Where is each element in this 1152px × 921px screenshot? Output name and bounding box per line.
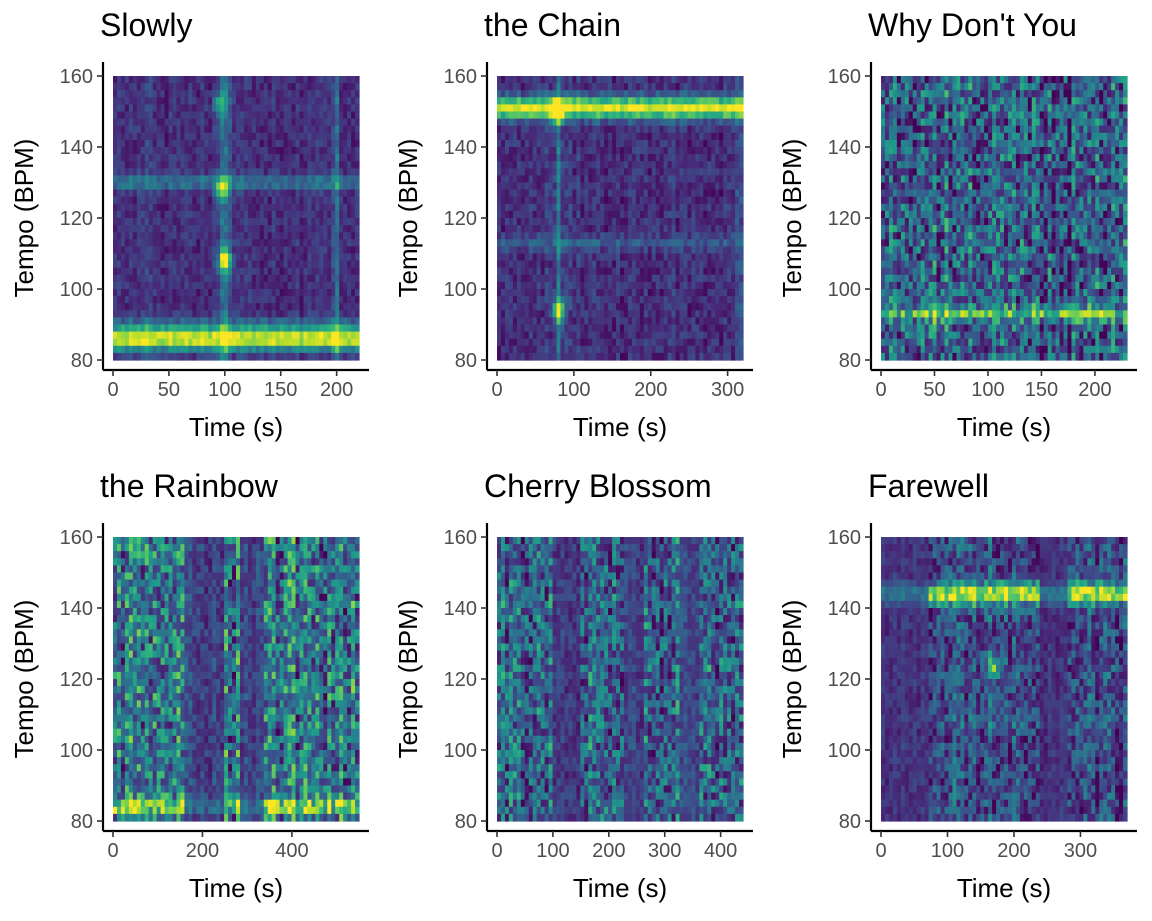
y-tick-label: 120 xyxy=(444,669,477,691)
y-tick-label: 140 xyxy=(60,137,93,159)
x-tick-label: 100 xyxy=(557,379,590,401)
y-tick-label: 140 xyxy=(60,598,93,620)
x-tick-label: 300 xyxy=(711,379,744,401)
y-tick-label: 80 xyxy=(71,350,93,372)
x-tick-label: 200 xyxy=(186,840,219,862)
y-tick-label: 120 xyxy=(60,208,93,230)
panel-5: 80 100 120 140 160 0 100 200 300 Farewell Time (s)… xyxy=(777,468,1137,903)
x-tick-label: 0 xyxy=(491,840,502,862)
y-tick-label: 140 xyxy=(828,598,861,620)
panel-title: Why Don't You xyxy=(868,7,1077,43)
panel-title: Farewell xyxy=(868,468,989,504)
x-axis-title: Time (s) xyxy=(573,412,667,442)
x-tick-label: 50 xyxy=(158,379,180,401)
y-tick-label: 160 xyxy=(60,527,93,549)
y-tick-label: 100 xyxy=(828,740,861,762)
y-tick-label: 120 xyxy=(60,669,93,691)
y-tick-label: 100 xyxy=(828,279,861,301)
panel-title: the Rainbow xyxy=(100,468,279,504)
y-axis-title: Tempo (BPM) xyxy=(393,600,423,759)
x-tick-label: 100 xyxy=(931,840,964,862)
x-tick-label: 150 xyxy=(1025,379,1058,401)
y-tick-label: 80 xyxy=(71,811,93,833)
y-tick-label: 80 xyxy=(839,811,861,833)
panel-1: 80 100 120 140 160 0 100 200 300 the Chain Time (s… xyxy=(393,7,753,442)
heatmap-1 xyxy=(497,76,744,361)
x-tick-label: 0 xyxy=(491,379,502,401)
panel-0: 80 100 120 140 160 0 50 100 150 200 Slowly Time (s)… xyxy=(9,7,369,442)
y-tick-label: 160 xyxy=(444,66,477,88)
y-tick-label: 100 xyxy=(444,740,477,762)
x-tick-label: 150 xyxy=(264,379,297,401)
x-tick-label: 200 xyxy=(592,840,625,862)
heatmap-3 xyxy=(113,537,360,822)
y-tick-label: 120 xyxy=(828,208,861,230)
y-tick-label: 80 xyxy=(455,350,477,372)
x-tick-label: 200 xyxy=(320,379,353,401)
x-tick-label: 400 xyxy=(704,840,737,862)
panel-title: Cherry Blossom xyxy=(484,468,712,504)
y-axis-title: Tempo (BPM) xyxy=(9,139,39,298)
x-tick-label: 50 xyxy=(923,379,945,401)
x-tick-label: 0 xyxy=(875,840,886,862)
y-tick-label: 140 xyxy=(444,598,477,620)
heatmap-5 xyxy=(881,537,1128,822)
x-tick-label: 300 xyxy=(1064,840,1097,862)
y-tick-label: 160 xyxy=(828,66,861,88)
y-tick-label: 80 xyxy=(455,811,477,833)
x-tick-label: 100 xyxy=(971,379,1004,401)
y-axis-title: Tempo (BPM) xyxy=(777,139,807,298)
y-axis-title: Tempo (BPM) xyxy=(393,139,423,298)
heatmap-0 xyxy=(113,76,360,361)
panel-title: the Chain xyxy=(484,7,621,43)
x-axis-title: Time (s) xyxy=(189,873,283,903)
x-tick-label: 0 xyxy=(875,379,886,401)
y-tick-label: 160 xyxy=(828,527,861,549)
x-tick-label: 100 xyxy=(536,840,569,862)
y-tick-label: 160 xyxy=(444,527,477,549)
y-tick-label: 80 xyxy=(839,350,861,372)
x-tick-label: 300 xyxy=(648,840,681,862)
y-tick-label: 100 xyxy=(60,740,93,762)
panel-title: Slowly xyxy=(100,7,192,43)
y-tick-label: 120 xyxy=(828,669,861,691)
heatmap-2 xyxy=(881,76,1128,361)
y-tick-label: 100 xyxy=(444,279,477,301)
x-tick-label: 200 xyxy=(634,379,667,401)
x-tick-label: 0 xyxy=(107,840,118,862)
heatmap-4 xyxy=(497,537,744,822)
x-axis-title: Time (s) xyxy=(189,412,283,442)
y-tick-label: 160 xyxy=(60,66,93,88)
panel-4: 80 100 120 140 160 0 100 200 300 400 Cherry Blosso… xyxy=(393,468,753,903)
x-tick-label: 0 xyxy=(107,379,118,401)
y-tick-label: 120 xyxy=(444,208,477,230)
y-tick-label: 100 xyxy=(60,279,93,301)
y-tick-label: 140 xyxy=(444,137,477,159)
panel-3: 80 100 120 140 160 0 200 400 the Rainbow Time (s)… xyxy=(9,468,369,903)
panel-2: 80 100 120 140 160 0 50 100 150 200 Why Don't You T… xyxy=(777,7,1137,442)
y-tick-label: 140 xyxy=(828,137,861,159)
y-axis-title: Tempo (BPM) xyxy=(9,600,39,759)
x-tick-label: 200 xyxy=(997,840,1030,862)
x-tick-label: 200 xyxy=(1078,379,1111,401)
x-tick-label: 100 xyxy=(208,379,241,401)
x-axis-title: Time (s) xyxy=(957,412,1051,442)
y-axis-title: Tempo (BPM) xyxy=(777,600,807,759)
x-axis-title: Time (s) xyxy=(957,873,1051,903)
x-tick-label: 400 xyxy=(275,840,308,862)
x-axis-title: Time (s) xyxy=(573,873,667,903)
